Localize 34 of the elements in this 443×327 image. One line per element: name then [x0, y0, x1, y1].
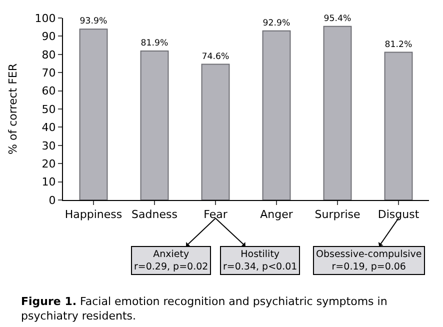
- data-label: 95.4%: [324, 14, 352, 24]
- y-axis-title: % of correct FER: [6, 63, 20, 154]
- bar: [323, 26, 352, 200]
- data-label: 92.9%: [262, 18, 290, 29]
- y-tick-label: 30: [42, 139, 56, 152]
- y-tick-label: 100: [34, 12, 56, 25]
- x-tick-label: Anger: [260, 208, 294, 222]
- x-tick-label: Fear: [204, 208, 228, 222]
- y-tick-label: 40: [42, 121, 56, 134]
- data-label: 74.6%: [202, 52, 230, 62]
- y-tick-label: 0: [48, 194, 56, 207]
- bar: [140, 50, 169, 200]
- data-label: 81.9%: [140, 38, 168, 49]
- x-tick-label: Happiness: [64, 208, 122, 222]
- y-tick-label: 60: [42, 84, 56, 98]
- caption: Figure 1. Facial emotion recognition and psychiatric symptoms in psychiatry residents.: [21, 295, 388, 322]
- data-label: 93.9%: [80, 16, 108, 27]
- x-tick-label: Sadness: [132, 208, 178, 222]
- y-tick-label: 20: [42, 157, 56, 170]
- y-tick-label: 10: [42, 176, 56, 189]
- bar: [201, 64, 230, 200]
- y-tick-label: 80: [42, 48, 56, 62]
- bar: [79, 28, 108, 200]
- bar: [384, 52, 413, 200]
- text: Obsessive-compulsive r=0.19, p=0.06: [316, 249, 422, 272]
- text: Hostility r=0.34, p<0.01: [223, 249, 298, 272]
- y-tick-label: 50: [42, 102, 56, 116]
- data-label: 81.2%: [384, 40, 412, 50]
- y-tick-label: 70: [42, 66, 56, 80]
- x-tick-label: Surprise: [314, 208, 360, 222]
- text: Anxiety r=0.29, p=0.02: [134, 249, 208, 272]
- x-tick-label: Disgust: [378, 208, 420, 222]
- y-tick-label: 90: [42, 30, 56, 44]
- bar: [262, 30, 291, 200]
